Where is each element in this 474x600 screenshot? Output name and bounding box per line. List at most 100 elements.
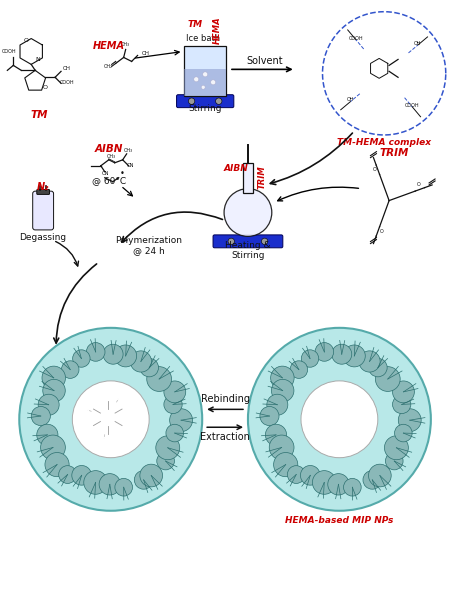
Text: O: O	[380, 229, 383, 234]
Circle shape	[201, 85, 205, 89]
Text: CH₃: CH₃	[121, 43, 130, 47]
Text: •: •	[120, 169, 125, 178]
Text: TM: TM	[30, 110, 48, 120]
FancyBboxPatch shape	[37, 190, 49, 194]
Circle shape	[45, 452, 69, 476]
Text: CH₃: CH₃	[107, 154, 116, 159]
Circle shape	[290, 361, 308, 379]
Circle shape	[260, 406, 279, 425]
Text: OH: OH	[347, 97, 355, 103]
Circle shape	[216, 98, 222, 104]
Text: TM: TM	[188, 20, 203, 29]
Circle shape	[147, 367, 172, 391]
Circle shape	[115, 478, 133, 496]
Text: HEMA: HEMA	[213, 17, 222, 44]
Circle shape	[43, 379, 65, 402]
Circle shape	[269, 435, 294, 460]
Circle shape	[385, 452, 403, 470]
FancyBboxPatch shape	[213, 235, 283, 248]
Circle shape	[166, 424, 183, 442]
Text: CH₃: CH₃	[124, 148, 133, 153]
Text: COOH: COOH	[60, 80, 74, 85]
Circle shape	[384, 436, 409, 460]
Text: OH: OH	[63, 67, 71, 71]
Circle shape	[224, 188, 272, 236]
FancyBboxPatch shape	[33, 191, 54, 230]
Circle shape	[301, 350, 319, 367]
Circle shape	[41, 435, 65, 460]
Circle shape	[134, 470, 153, 489]
Circle shape	[315, 343, 334, 361]
Text: O: O	[417, 182, 420, 187]
Circle shape	[103, 344, 123, 364]
Text: O: O	[24, 38, 29, 43]
Text: CN: CN	[127, 163, 134, 168]
Circle shape	[272, 379, 294, 402]
Circle shape	[42, 366, 65, 389]
Text: @ 60°C: @ 60°C	[91, 176, 126, 185]
Circle shape	[86, 343, 105, 361]
Circle shape	[267, 394, 288, 415]
Circle shape	[38, 394, 59, 415]
Circle shape	[328, 473, 349, 495]
Circle shape	[248, 328, 431, 511]
Text: Solvent: Solvent	[246, 56, 283, 67]
Text: Extraction: Extraction	[200, 432, 250, 442]
Text: COOH: COOH	[349, 36, 364, 41]
Circle shape	[332, 344, 352, 364]
Circle shape	[203, 72, 208, 77]
Circle shape	[265, 424, 287, 445]
Circle shape	[312, 470, 336, 494]
Circle shape	[375, 367, 400, 391]
Circle shape	[99, 473, 120, 495]
Circle shape	[287, 466, 305, 484]
Circle shape	[344, 478, 361, 496]
Polygon shape	[184, 46, 226, 96]
Text: Rebinding: Rebinding	[201, 394, 250, 404]
Text: O: O	[372, 167, 376, 172]
Text: TRIM: TRIM	[379, 148, 409, 158]
Text: COOH: COOH	[2, 49, 17, 55]
Circle shape	[84, 470, 108, 494]
Circle shape	[164, 395, 182, 413]
Circle shape	[189, 98, 195, 104]
Text: TM-HEMA complex: TM-HEMA complex	[337, 139, 431, 148]
Circle shape	[343, 345, 365, 367]
Circle shape	[140, 358, 158, 377]
Text: Ice bath: Ice bath	[186, 34, 220, 43]
Circle shape	[31, 406, 50, 425]
Text: TRIM: TRIM	[257, 165, 266, 188]
Text: Heating &
Stirring: Heating & Stirring	[225, 241, 271, 260]
Text: COOH: COOH	[405, 103, 419, 108]
Polygon shape	[243, 163, 253, 193]
Text: CH₂: CH₂	[103, 64, 112, 70]
Text: OH: OH	[142, 52, 149, 56]
Circle shape	[359, 351, 380, 372]
Text: HEMA-based MIP NPs: HEMA-based MIP NPs	[285, 516, 393, 525]
Circle shape	[394, 424, 412, 442]
Text: AIBN: AIBN	[224, 164, 248, 173]
Circle shape	[62, 361, 79, 379]
Circle shape	[392, 395, 411, 413]
Circle shape	[392, 381, 414, 403]
Circle shape	[156, 436, 180, 460]
Circle shape	[72, 466, 91, 485]
Circle shape	[301, 381, 378, 458]
Circle shape	[157, 452, 174, 470]
Text: Stirring: Stirring	[189, 104, 222, 113]
FancyBboxPatch shape	[176, 95, 234, 107]
Text: AIBN: AIBN	[95, 144, 123, 154]
Circle shape	[228, 238, 235, 245]
Text: HEMA: HEMA	[93, 41, 125, 52]
Text: CN: CN	[102, 171, 109, 176]
Circle shape	[73, 350, 90, 367]
Text: Degassing: Degassing	[19, 233, 67, 242]
Circle shape	[59, 466, 76, 484]
Text: OH: OH	[414, 41, 421, 46]
Circle shape	[398, 409, 421, 431]
Circle shape	[368, 464, 391, 487]
Circle shape	[140, 464, 163, 487]
Circle shape	[73, 381, 149, 458]
Circle shape	[210, 80, 216, 85]
Circle shape	[273, 452, 298, 476]
